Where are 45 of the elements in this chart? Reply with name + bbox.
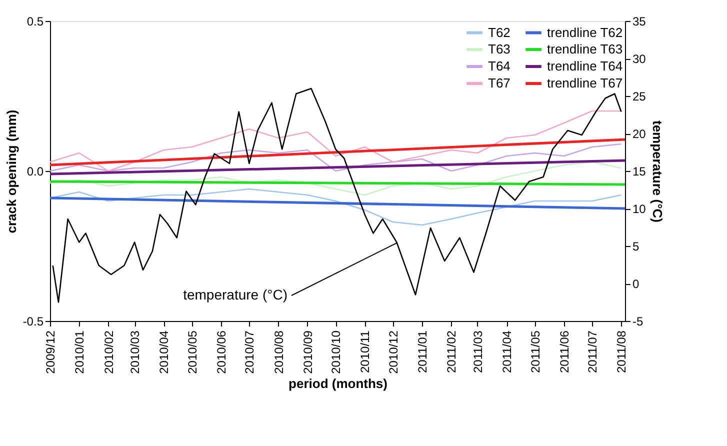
legend-label: trendline T67 [547,76,623,90]
x-tick-label: 2010/03 [128,330,142,374]
y2-tick-label: 20 [632,127,646,141]
x-tick-label: 2010/05 [185,330,200,374]
x-tick-label: 2010/10 [329,330,344,374]
x-tick-label: 2010/11 [358,330,372,373]
legend-label: trendline T64 [547,58,623,74]
y-tick-label: 0.0 [26,164,44,178]
legend-label: T64 [488,58,510,74]
y2-tick-label: 5 [632,240,640,254]
x-tick-label: 2010/09 [300,330,315,374]
y-tick-label: -0.5 [22,314,44,328]
y-axis-title: crack opening (mm) [4,110,19,234]
x-tick-label: 2011/03 [470,330,485,373]
x-tick-label: 2011/07 [586,330,600,373]
y2-tick-label: -5 [632,314,644,328]
x-tick-label: 2010/12 [386,330,400,374]
x-axis-title: period (months) [288,376,388,391]
x-tick-label: 2011/02 [444,330,459,373]
legend-label: T63 [488,42,510,56]
x-tick-label: 2011/08 [614,330,629,373]
y-tick-label: 0.5 [26,14,44,28]
legend-label: trendline T62 [547,24,623,40]
x-tick-label: 2011/04 [500,330,514,373]
x-tick-label: 2009/12 [44,330,58,374]
x-tick-label: 2010/07 [242,330,257,374]
x-tick-label: 2011/01 [416,330,430,373]
annotation: temperature (°C) [183,286,288,302]
legend-label: T67 [488,76,510,90]
legend-label: trendline T63 [547,42,623,56]
x-tick-label: 2010/06 [214,330,228,374]
y2-tick-label: 10 [632,202,646,216]
x-tick-label: 2010/08 [272,330,286,374]
y2-tick-label: 30 [632,52,646,66]
y2-tick-label: 35 [632,14,646,28]
x-tick-label: 2010/01 [72,330,87,374]
y2-axis-title: temperature (°C) [650,120,665,222]
x-tick-label: 2011/06 [557,330,572,373]
x-tick-label: 2011/05 [528,330,542,373]
legend-label: T62 [488,24,510,40]
y2-tick-label: 0 [632,277,640,291]
x-tick-label: 2010/04 [157,330,172,374]
x-tick-label: 2010/02 [102,330,116,374]
y2-tick-label: 15 [632,164,646,178]
y2-tick-label: 25 [632,90,646,104]
